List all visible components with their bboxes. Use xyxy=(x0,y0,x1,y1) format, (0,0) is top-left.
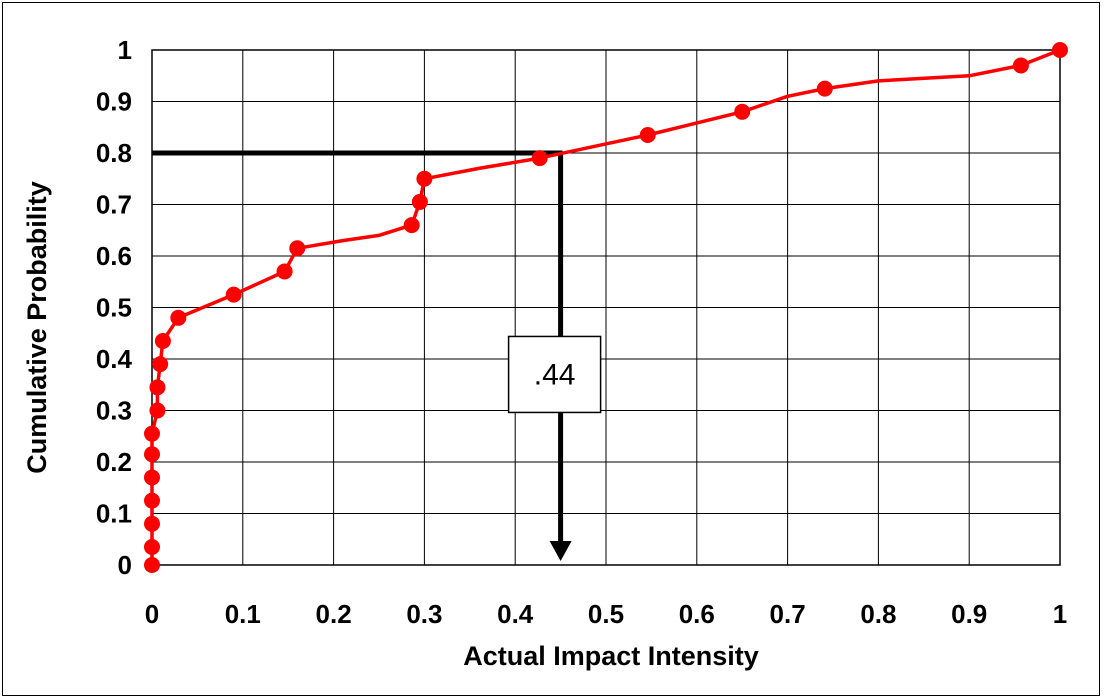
y-tick-label: 0.1 xyxy=(96,499,132,529)
x-tick-label: 0.8 xyxy=(860,599,896,629)
x-tick-label: 0.5 xyxy=(588,599,624,629)
y-tick-label: 0.2 xyxy=(96,447,132,477)
data-point xyxy=(144,538,160,555)
x-tick-label: 0.2 xyxy=(316,599,352,629)
data-point xyxy=(531,150,548,167)
data-point xyxy=(149,379,166,396)
data-point xyxy=(289,240,306,257)
annotation-box xyxy=(507,335,602,414)
y-tick-label: 0.5 xyxy=(96,293,132,323)
x-tick-label: 0.7 xyxy=(770,599,806,629)
plot-area xyxy=(151,49,1061,566)
cdf-markers xyxy=(144,42,1068,573)
x-tick-label: 0.9 xyxy=(951,599,987,629)
data-point xyxy=(276,263,293,280)
data-point xyxy=(416,170,433,187)
data-point xyxy=(144,425,160,442)
x-tick-label: 0.3 xyxy=(406,599,442,629)
data-point xyxy=(144,492,160,509)
y-tick-label: 0.3 xyxy=(96,396,132,426)
data-point xyxy=(144,557,160,573)
x-axis-title: Actual Impact Intensity xyxy=(463,641,759,671)
data-point xyxy=(403,217,420,234)
x-tick-labels: 0 0.1 0.2 0.3 0.4 0.5 0.6 0.7 0.8 0.9 1 xyxy=(145,599,1067,629)
y-tick-label: 0.4 xyxy=(96,344,133,374)
y-tick-label: 0.7 xyxy=(96,190,132,220)
data-point xyxy=(154,332,171,349)
data-point xyxy=(225,286,242,303)
data-point xyxy=(144,515,160,532)
y-axis-title: Cumulative Probability xyxy=(22,181,52,474)
y-tick-label: 1 xyxy=(118,35,132,65)
gridlines xyxy=(151,49,1061,566)
y-tick-label: 0.8 xyxy=(96,138,132,168)
data-point xyxy=(144,446,160,463)
data-point xyxy=(170,309,187,326)
data-point xyxy=(144,469,160,486)
data-point xyxy=(1012,57,1029,74)
data-point xyxy=(639,126,656,143)
x-tick-label: 0.4 xyxy=(497,599,534,629)
x-tick-label: 0 xyxy=(145,599,159,629)
y-tick-label: 0 xyxy=(118,550,132,580)
y-tick-label: 0.9 xyxy=(96,87,132,117)
data-point xyxy=(816,80,833,97)
data-point xyxy=(1052,42,1068,58)
arrow-head-icon xyxy=(549,541,572,561)
x-tick-label: 1 xyxy=(1053,599,1067,629)
data-point xyxy=(152,356,169,373)
y-tick-label: 0.6 xyxy=(96,241,132,271)
x-tick-label: 0.1 xyxy=(225,599,261,629)
data-point xyxy=(411,193,428,210)
annotation: .44 xyxy=(507,335,602,414)
y-tick-labels: 0 0.1 0.2 0.3 0.4 0.5 0.6 0.7 0.8 0.9 1 xyxy=(96,35,133,580)
annotation-label: .44 xyxy=(534,358,576,391)
data-point xyxy=(149,402,166,419)
data-point xyxy=(734,103,751,120)
x-tick-label: 0.6 xyxy=(679,599,715,629)
